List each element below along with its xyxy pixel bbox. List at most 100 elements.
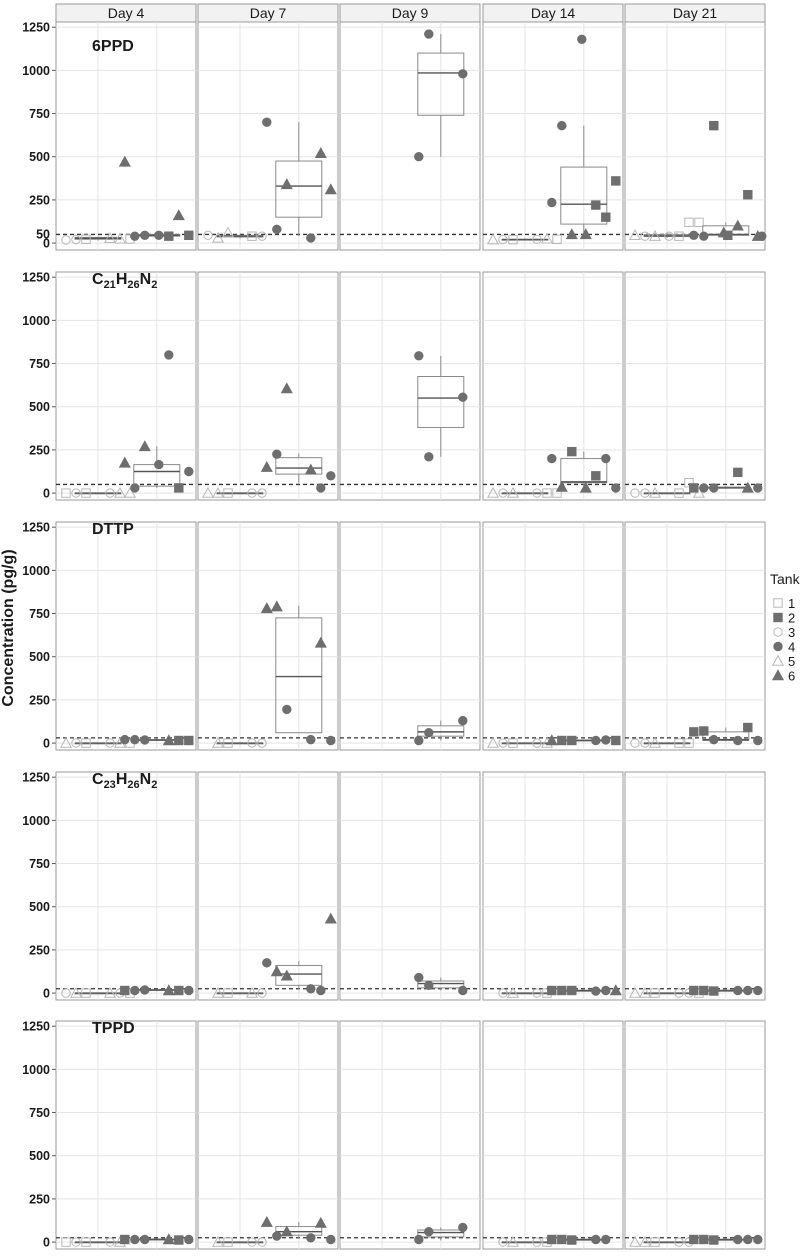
data-point-tank-4 <box>130 985 140 996</box>
data-point-tank-4 <box>164 350 174 360</box>
data-point-tank-5 <box>648 486 662 498</box>
data-point-tank-4 <box>424 728 434 738</box>
box-exposed <box>417 725 465 737</box>
data-point-tank-4 <box>120 734 130 745</box>
data-point-tank-3 <box>203 230 213 241</box>
data-point-tank-4 <box>414 351 424 361</box>
data-point-tank-6 <box>118 155 131 167</box>
data-point-tank-5 <box>648 736 662 748</box>
compound-label: 6PPD <box>92 38 134 55</box>
panel-0-0: Day 4 <box>55 3 197 251</box>
panel-background <box>339 271 481 501</box>
y-tick-label: 1250 <box>22 771 50 785</box>
data-point-tank-4 <box>306 1233 316 1243</box>
subscript: 26 <box>127 279 139 291</box>
data-point-tank-1 <box>81 988 91 998</box>
panel-background <box>55 271 197 501</box>
panel-0-1: Day 7 <box>197 3 339 251</box>
data-point-tank-4 <box>130 734 140 745</box>
data-point-tank-2 <box>689 985 699 996</box>
data-point-tank-2 <box>120 985 130 996</box>
panel-2-1 <box>197 521 339 751</box>
y-tick-label: 750 <box>29 857 50 871</box>
y-tick-label: 750 <box>29 1106 50 1120</box>
data-point-tank-1 <box>694 217 704 228</box>
data-point-tank-1 <box>81 738 91 748</box>
data-point-tank-2 <box>557 735 567 746</box>
panel-background <box>624 271 766 501</box>
facet-strip-label: Day 4 <box>108 5 145 21</box>
data-point-tank-2 <box>699 985 709 996</box>
data-point-tank-3 <box>640 231 650 241</box>
legend-key-1 <box>773 598 783 608</box>
panel-3-0 <box>55 771 197 1001</box>
data-point-tank-5 <box>211 486 225 498</box>
panel-background <box>55 21 197 251</box>
y-tick-label: 1250 <box>22 21 50 35</box>
data-point-tank-4 <box>424 452 434 462</box>
data-point-tank-2 <box>174 1235 184 1245</box>
data-point-tank-4 <box>414 1234 424 1245</box>
data-point-tank-3 <box>498 1237 508 1247</box>
label-part: C <box>92 271 104 288</box>
data-point-tank-3 <box>630 488 640 498</box>
data-point-tank-6 <box>609 984 622 996</box>
data-point-tank-2 <box>567 446 577 457</box>
y-tick-label: 0 <box>43 737 50 751</box>
data-point-tank-6 <box>138 440 151 452</box>
data-point-tank-2 <box>174 735 184 746</box>
panel-background <box>482 21 624 251</box>
panel-background <box>624 21 766 251</box>
facet-row-0: 0 250 500 750 1000 1250 50 Day 4 Day 7 Day 9 Day 1… <box>22 3 767 251</box>
box-exposed <box>417 980 465 989</box>
y-tick-label: 1000 <box>22 564 50 578</box>
data-point-tank-4 <box>458 715 468 726</box>
panel-4-4: ControlExposed <box>624 1020 766 1258</box>
data-point-tank-3 <box>257 488 267 498</box>
data-point-tank-2 <box>567 735 577 746</box>
data-point-tank-3 <box>71 1237 81 1247</box>
y-tick-label: 750 <box>29 607 50 621</box>
facet-strip-label: Day 7 <box>250 5 287 21</box>
data-point-tank-2 <box>709 120 719 131</box>
data-point-tank-6 <box>741 481 754 493</box>
data-point-tank-4 <box>709 734 719 745</box>
data-point-tank-4 <box>601 1234 611 1245</box>
data-point-tank-6 <box>579 481 592 493</box>
panel-2-0 <box>55 521 197 751</box>
data-point-tank-4 <box>601 453 611 464</box>
y-tick-label: 250 <box>29 193 50 207</box>
y-tick-label: 500 <box>29 650 50 664</box>
data-point-tank-3 <box>630 738 640 748</box>
y-tick-label: 1250 <box>22 1020 50 1034</box>
data-point-tank-2 <box>567 985 577 996</box>
panel-background <box>339 21 481 251</box>
label-part: DTTP <box>92 521 134 538</box>
data-point-tank-4 <box>591 1234 601 1245</box>
data-point-tank-6 <box>162 1233 175 1245</box>
data-point-tank-5 <box>638 1235 652 1247</box>
panel-3-4 <box>624 771 766 1001</box>
box-exposed <box>417 376 465 428</box>
data-point-tank-3 <box>71 738 81 748</box>
data-point-tank-2 <box>689 727 699 737</box>
data-point-tank-4 <box>424 980 434 991</box>
data-point-tank-6 <box>314 636 327 648</box>
label-part: N <box>140 771 152 788</box>
data-point-tank-5 <box>103 232 117 243</box>
data-point-tank-2 <box>733 467 743 478</box>
data-point-tank-1 <box>552 488 562 498</box>
data-point-tank-3 <box>498 738 508 748</box>
data-point-tank-2 <box>591 200 601 210</box>
data-point-tank-6 <box>270 965 283 977</box>
data-point-tank-5 <box>245 986 259 998</box>
panel-background <box>55 771 197 1001</box>
data-point-tank-6 <box>280 382 293 394</box>
data-point-tank-6 <box>717 226 730 238</box>
data-point-tank-5 <box>211 986 225 998</box>
data-point-tank-4 <box>733 985 743 996</box>
data-point-tank-4 <box>184 466 194 477</box>
data-point-tank-2 <box>184 230 194 241</box>
data-point-tank-1 <box>508 234 518 245</box>
data-point-tank-4 <box>140 985 150 995</box>
